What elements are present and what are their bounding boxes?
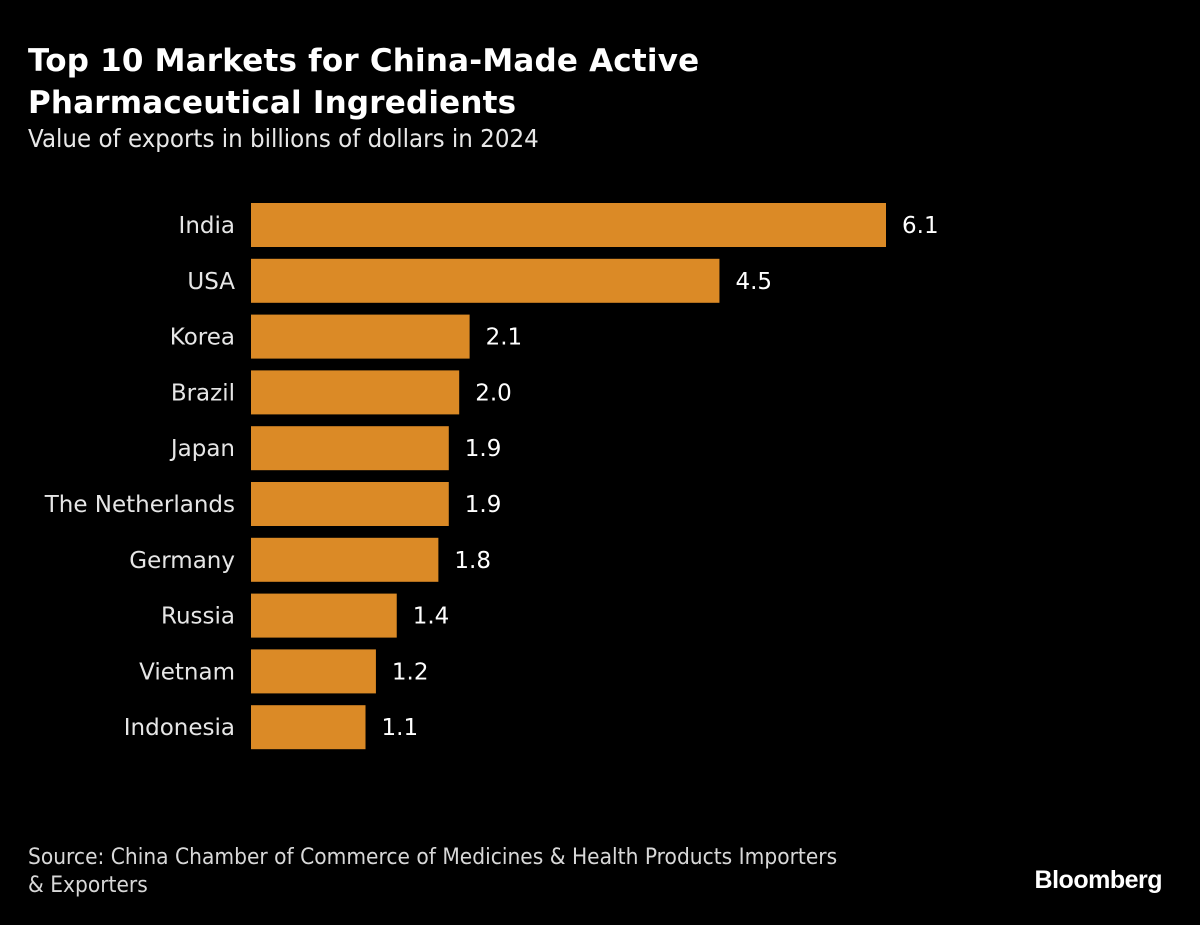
value-label: 2.0 xyxy=(475,380,512,406)
category-label: India xyxy=(179,213,235,239)
category-label: USA xyxy=(187,269,235,295)
bar xyxy=(251,482,449,526)
value-label: 1.2 xyxy=(392,659,429,685)
bar xyxy=(251,537,439,582)
chart-subtitle: Value of exports in billions of dollars … xyxy=(28,124,539,153)
bar-group: Germany 1.8 xyxy=(129,537,491,582)
bar-group: Vietnam 1.2 xyxy=(139,649,429,694)
bar xyxy=(251,426,449,471)
value-label: 1.9 xyxy=(465,436,502,462)
bar-group: Korea 2.1 xyxy=(170,314,523,359)
bar xyxy=(251,593,397,638)
value-label: 6.1 xyxy=(902,213,939,239)
bar xyxy=(251,314,470,359)
bar xyxy=(251,370,460,415)
category-label: Vietnam xyxy=(139,659,235,685)
bar xyxy=(251,203,886,247)
bar xyxy=(251,649,376,694)
bar-group: USA 4.5 xyxy=(187,258,772,303)
category-label: Korea xyxy=(170,325,235,351)
source-note: Source: China Chamber of Commerce of Med… xyxy=(28,845,838,898)
value-label: 1.9 xyxy=(465,492,502,518)
category-label: Germany xyxy=(129,548,235,574)
value-label: 1.1 xyxy=(382,715,419,741)
value-label: 2.1 xyxy=(486,325,523,351)
bar-group: Indonesia 1.1 xyxy=(124,705,419,750)
category-label: Brazil xyxy=(171,380,235,406)
bar-group: Brazil 2.0 xyxy=(171,370,512,415)
category-label: Japan xyxy=(169,436,235,462)
bar-group: Japan 1.9 xyxy=(169,426,502,471)
category-label: The Netherlands xyxy=(44,492,235,518)
category-label: Russia xyxy=(161,604,235,630)
value-label: 4.5 xyxy=(735,269,772,295)
value-label: 1.8 xyxy=(454,548,491,574)
chart-title: Top 10 Markets for China-Made Active Pha… xyxy=(28,43,700,121)
bar-group: The Netherlands 1.9 xyxy=(44,482,502,526)
bloomberg-logo: Bloomberg xyxy=(1034,866,1163,894)
bar xyxy=(251,258,720,303)
bar-group: Russia 1.4 xyxy=(161,593,450,638)
bar xyxy=(251,705,366,750)
bar-group: India 6.1 xyxy=(179,203,939,247)
value-label: 1.4 xyxy=(413,604,450,630)
category-label: Indonesia xyxy=(124,715,235,741)
